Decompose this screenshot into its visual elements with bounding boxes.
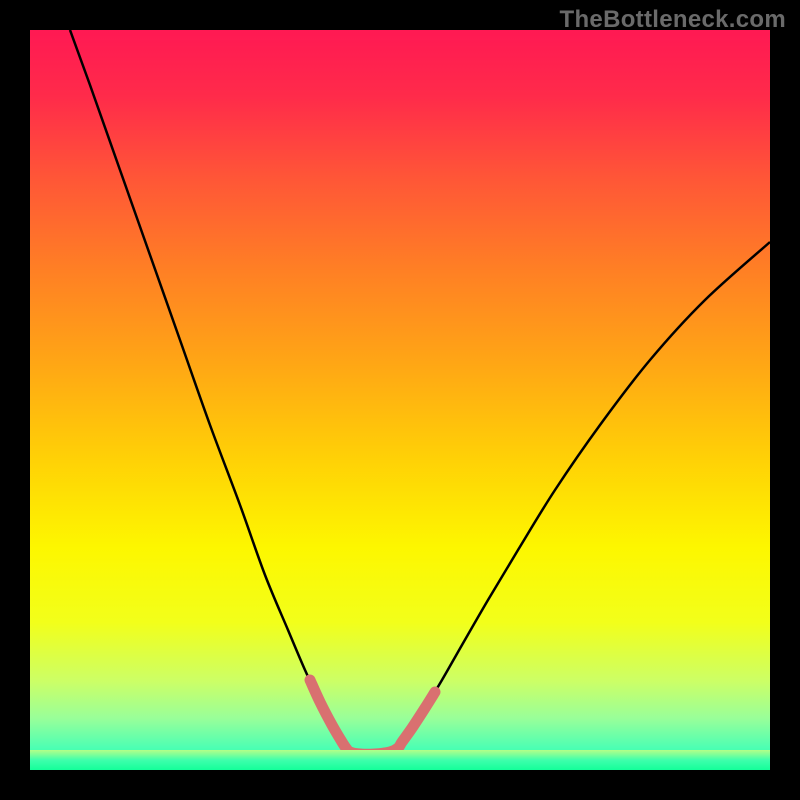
tolerance-band: [310, 680, 435, 754]
chart-plot-area: [30, 30, 770, 770]
bottleneck-curve: [70, 30, 770, 754]
watermark-text: TheBottleneck.com: [560, 6, 786, 34]
optimal-zone-band: [30, 750, 770, 770]
chart-curves-layer: [30, 30, 770, 770]
